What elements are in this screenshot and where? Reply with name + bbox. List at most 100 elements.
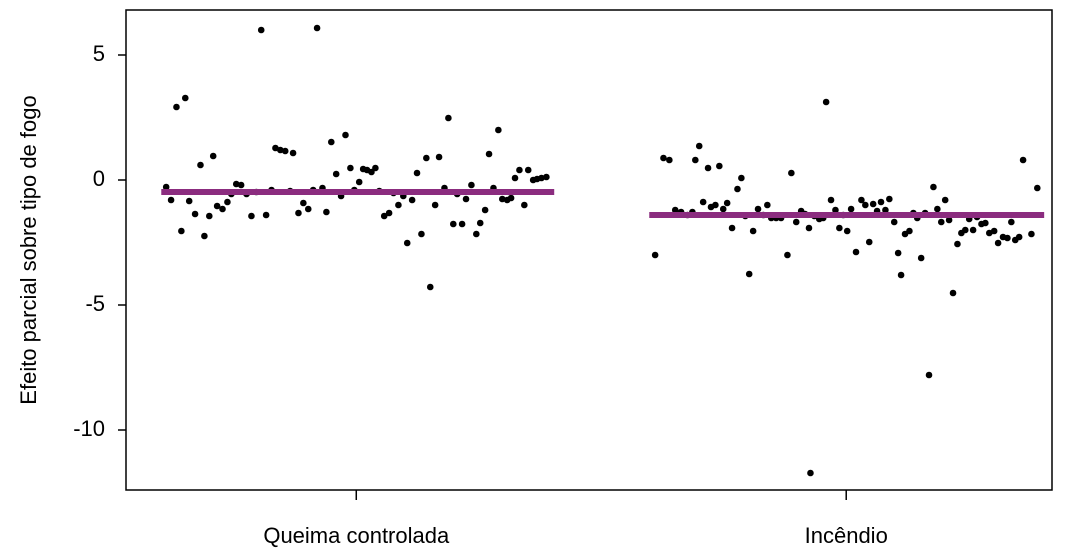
point: [784, 251, 791, 259]
point: [347, 164, 354, 172]
point: [458, 220, 466, 228]
point: [894, 249, 902, 257]
point: [882, 206, 889, 214]
point: [516, 166, 523, 174]
point: [949, 289, 957, 297]
point: [300, 199, 307, 207]
point: [262, 211, 270, 219]
point: [827, 196, 835, 204]
point: [716, 162, 723, 170]
point: [897, 271, 905, 279]
point: [847, 205, 855, 213]
point: [1008, 218, 1015, 226]
point: [473, 230, 480, 238]
point: [423, 154, 430, 162]
x-tick-label: Queima controlada: [263, 523, 450, 548]
point: [982, 219, 989, 227]
point: [832, 206, 839, 214]
point: [941, 196, 949, 204]
point: [431, 201, 439, 209]
point: [805, 224, 813, 232]
point: [197, 161, 204, 169]
point: [395, 201, 402, 209]
point: [476, 219, 484, 227]
point: [719, 205, 727, 213]
point: [734, 185, 741, 193]
point: [745, 270, 753, 278]
point: [281, 147, 289, 155]
point: [481, 206, 489, 214]
point: [167, 196, 175, 204]
point: [906, 227, 913, 235]
point: [205, 212, 213, 220]
x-tick-label: Incêndio: [805, 523, 888, 548]
point: [445, 114, 452, 122]
point: [925, 371, 933, 379]
point: [468, 181, 475, 189]
point: [524, 166, 532, 174]
point: [738, 174, 745, 182]
point: [1028, 230, 1035, 238]
point: [852, 248, 860, 256]
point: [449, 220, 457, 228]
point: [485, 150, 493, 158]
point: [994, 239, 1002, 247]
point: [695, 142, 703, 150]
point: [862, 201, 869, 209]
point: [507, 194, 515, 202]
point: [295, 209, 302, 217]
point: [671, 206, 679, 214]
point: [181, 94, 189, 102]
point: [822, 98, 830, 106]
point: [865, 238, 873, 246]
point: [699, 198, 707, 206]
point: [162, 183, 170, 191]
point: [990, 227, 998, 235]
point: [754, 205, 762, 213]
y-tick-label: 5: [93, 41, 105, 66]
point: [413, 169, 421, 177]
point: [969, 226, 977, 234]
point: [224, 198, 231, 206]
point: [201, 232, 208, 240]
point: [511, 174, 519, 182]
point: [323, 208, 330, 216]
point: [372, 164, 379, 172]
point: [304, 205, 312, 213]
point: [495, 126, 502, 134]
point: [692, 156, 699, 164]
point: [843, 227, 851, 235]
point: [173, 103, 180, 111]
point: [185, 197, 193, 205]
point: [257, 26, 265, 34]
plot-frame: [125, 9, 1053, 491]
point: [651, 251, 659, 259]
point: [877, 198, 885, 206]
y-axis-label: Efeito parcial sobre tipo de fogo: [16, 95, 41, 404]
point: [836, 224, 843, 232]
point: [858, 196, 865, 204]
point: [213, 202, 221, 210]
point: [426, 283, 434, 291]
point: [704, 164, 712, 172]
point: [248, 212, 255, 220]
point: [237, 181, 245, 189]
point: [1034, 184, 1041, 192]
point: [435, 153, 443, 161]
point: [232, 180, 240, 188]
point: [1004, 234, 1011, 242]
point: [917, 254, 925, 262]
point: [930, 183, 937, 191]
point: [723, 199, 731, 207]
point: [937, 218, 945, 226]
point: [543, 173, 550, 181]
point: [792, 218, 800, 226]
point: [498, 195, 506, 203]
point: [277, 146, 284, 154]
point: [418, 230, 425, 238]
point: [666, 156, 673, 164]
point: [342, 131, 349, 139]
point: [462, 195, 470, 203]
point: [408, 196, 416, 204]
